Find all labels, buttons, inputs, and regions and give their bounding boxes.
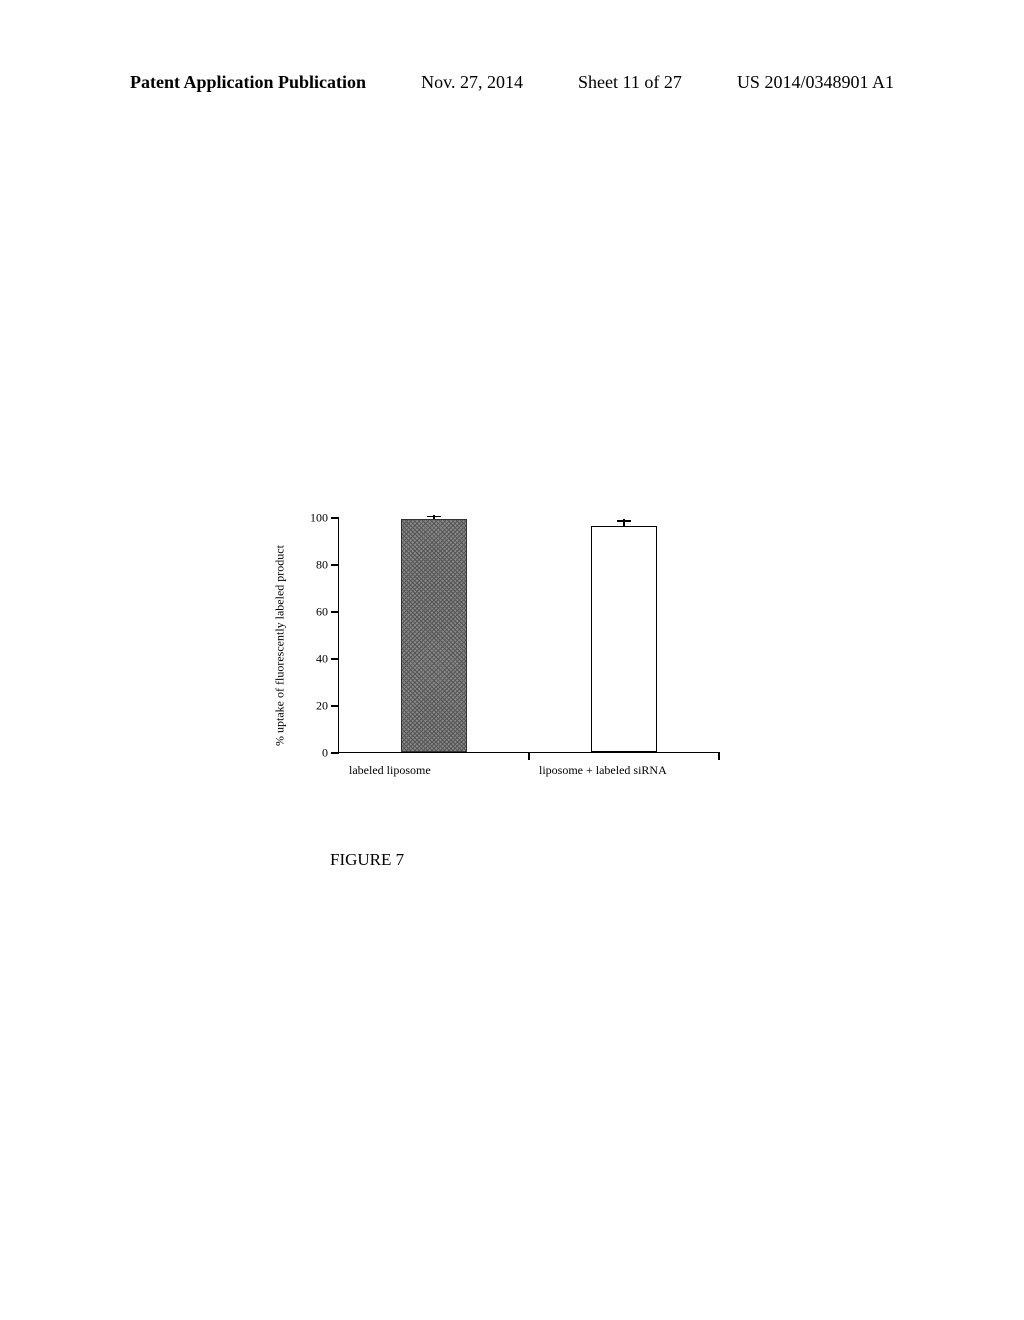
y-tick <box>331 611 339 613</box>
y-tick <box>331 705 339 707</box>
y-tick-label: 80 <box>316 558 328 573</box>
y-tick-label: 60 <box>316 605 328 620</box>
y-tick-label: 100 <box>310 511 328 526</box>
bar-chart: % uptake of fluorescently labeled produc… <box>290 508 730 773</box>
patent-number: US 2014/0348901 A1 <box>737 72 894 93</box>
page-header: Patent Application Publication Nov. 27, … <box>0 72 1024 93</box>
x-category-label: labeled liposome <box>349 763 431 778</box>
figure-caption: FIGURE 7 <box>330 850 404 870</box>
y-tick <box>331 517 339 519</box>
x-category-label: liposome + labeled siRNA <box>539 763 667 778</box>
error-cap <box>617 520 631 522</box>
y-tick <box>331 564 339 566</box>
y-tick <box>331 658 339 660</box>
x-tick <box>718 752 720 760</box>
sheet-number: Sheet 11 of 27 <box>578 72 682 93</box>
bar <box>401 519 468 752</box>
x-tick <box>528 752 530 760</box>
bar <box>591 526 658 752</box>
publication-date: Nov. 27, 2014 <box>421 72 523 93</box>
y-tick-label: 20 <box>316 699 328 714</box>
publication-label: Patent Application Publication <box>130 72 366 93</box>
plot-area: 020406080100labeled liposomeliposome + l… <box>338 518 718 753</box>
error-cap <box>427 516 441 518</box>
y-axis-label: % uptake of fluorescently labeled produc… <box>273 545 288 746</box>
y-tick-label: 40 <box>316 652 328 667</box>
y-tick-label: 0 <box>322 746 328 761</box>
y-tick <box>331 752 339 754</box>
